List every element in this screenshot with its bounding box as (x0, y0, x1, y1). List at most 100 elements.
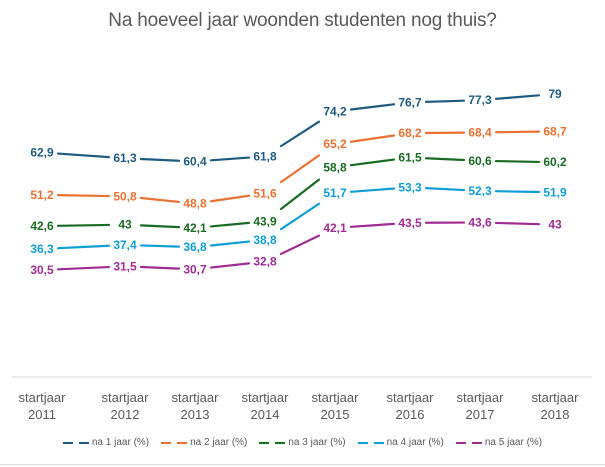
data-label: 68,7 (543, 124, 567, 138)
data-label: 58,8 (323, 160, 347, 174)
data-label: 60,6 (468, 154, 492, 168)
frame-bottom-border (0, 464, 605, 465)
series-2-segment (209, 194, 251, 203)
series-3-segment (139, 224, 181, 229)
data-label: 37,4 (113, 238, 137, 252)
data-label: 51,7 (323, 186, 347, 200)
data-label: 43 (548, 218, 562, 232)
data-label: 51,6 (253, 186, 277, 200)
series-4-segment (56, 244, 111, 250)
data-label: 36,3 (30, 242, 54, 256)
data-label: 74,2 (323, 104, 347, 118)
data-label: 61,8 (253, 149, 277, 163)
data-label: 43,6 (468, 215, 492, 229)
x-tick-label: 2011 (28, 407, 56, 422)
series-5-segment (139, 265, 181, 270)
data-label: 60,2 (543, 155, 567, 169)
legend-swatch-icon (161, 439, 188, 447)
series-5-segment (349, 222, 396, 228)
data-label: 76,7 (398, 95, 422, 109)
x-tick-label: 2017 (466, 407, 495, 422)
series-3-segment (349, 158, 396, 167)
series-3-segment (494, 159, 541, 164)
x-tick-label: 2016 (396, 407, 425, 422)
data-label: 30,7 (183, 262, 207, 276)
legend-label: na 4 jaar (%) (386, 437, 444, 448)
series-1-segment (424, 99, 466, 103)
series-3-segment (209, 221, 251, 228)
x-tick-label: 2015 (321, 407, 350, 422)
data-label: 65,2 (323, 137, 347, 151)
x-tick-label: startjaar (242, 390, 290, 405)
series-4-segment (424, 186, 466, 192)
series-4-segment (139, 244, 181, 248)
data-label: 43,9 (253, 214, 277, 228)
series-1-segment (494, 94, 541, 100)
series-4-segment (279, 202, 321, 231)
x-tick-label: 2012 (111, 407, 140, 422)
series-5-segment (279, 234, 321, 256)
series-4-segment (494, 190, 541, 194)
data-label: 51,2 (30, 188, 54, 202)
series-2-segment (494, 130, 541, 134)
legend-swatch-icon (455, 439, 482, 447)
series-4-segment (209, 240, 251, 247)
legend-label: na 3 jaar (%) (288, 437, 346, 448)
data-label: 60,4 (183, 154, 207, 168)
data-label: 50,8 (113, 189, 137, 203)
data-label: 52,3 (468, 184, 492, 198)
series-5-segment (209, 262, 251, 269)
data-label: 62,9 (30, 145, 54, 159)
data-label: 31,5 (113, 259, 137, 273)
series-4-segment (349, 187, 396, 193)
x-tick-label: 2013 (181, 407, 210, 422)
series-2-segment (349, 134, 396, 143)
legend-label: na 5 jaar (%) (484, 437, 543, 448)
x-tick-label: startjaar (532, 390, 580, 405)
data-label: 43 (118, 218, 132, 232)
legend-item: na 2 jaar (%) (161, 437, 247, 448)
series-3-segment (424, 157, 466, 162)
data-label: 32,8 (253, 255, 277, 269)
x-tick-label: startjaar (19, 390, 67, 405)
data-label: 42,1 (323, 221, 347, 235)
data-label: 30,5 (30, 263, 54, 277)
series-1-segment (209, 156, 251, 162)
data-label: 79 (548, 87, 562, 101)
data-label: 68,2 (398, 126, 422, 140)
series-2-segment (139, 196, 181, 204)
series-1-segment (56, 152, 111, 159)
series-1-segment (349, 103, 396, 111)
legend-label: na 1 jaar (%) (91, 437, 150, 448)
series-2-segment (279, 154, 321, 184)
data-label: 36,8 (183, 240, 207, 254)
data-label: 68,4 (468, 125, 492, 139)
series-5-segment (56, 265, 111, 271)
data-label: 43,5 (398, 216, 422, 230)
legend-label: na 2 jaar (%) (190, 437, 248, 448)
x-tick-label: startjaar (457, 390, 505, 405)
series-3-segment (56, 223, 111, 227)
series-1-segment (139, 157, 181, 162)
data-label: 42,6 (30, 219, 54, 233)
legend: na 1 jaar (%) na 2 jaar (%) na 3 jaar (%) n… (0, 437, 605, 448)
data-label: 38,8 (253, 233, 277, 247)
legend-item: na 5 jaar (%) (455, 437, 543, 448)
data-label: 61,5 (398, 151, 422, 165)
data-label: 48,8 (183, 197, 207, 211)
data-label: 61,3 (113, 151, 137, 165)
x-tick-label: startjaar (387, 390, 435, 405)
series-1-segment (279, 120, 321, 148)
x-tick-label: startjaar (102, 390, 150, 405)
x-tick-label: 2014 (251, 407, 280, 422)
legend-swatch-icon (62, 439, 89, 447)
legend-item: na 4 jaar (%) (357, 437, 444, 448)
x-tick-label: startjaar (172, 390, 220, 405)
series-5-segment (494, 221, 541, 226)
series-2-segment (56, 194, 111, 198)
data-label: 42,1 (183, 221, 207, 235)
data-label: 51,9 (543, 185, 567, 199)
legend-item: na 1 jaar (%) (62, 437, 150, 448)
legend-swatch-icon (259, 439, 286, 447)
data-label: 77,3 (468, 93, 492, 107)
